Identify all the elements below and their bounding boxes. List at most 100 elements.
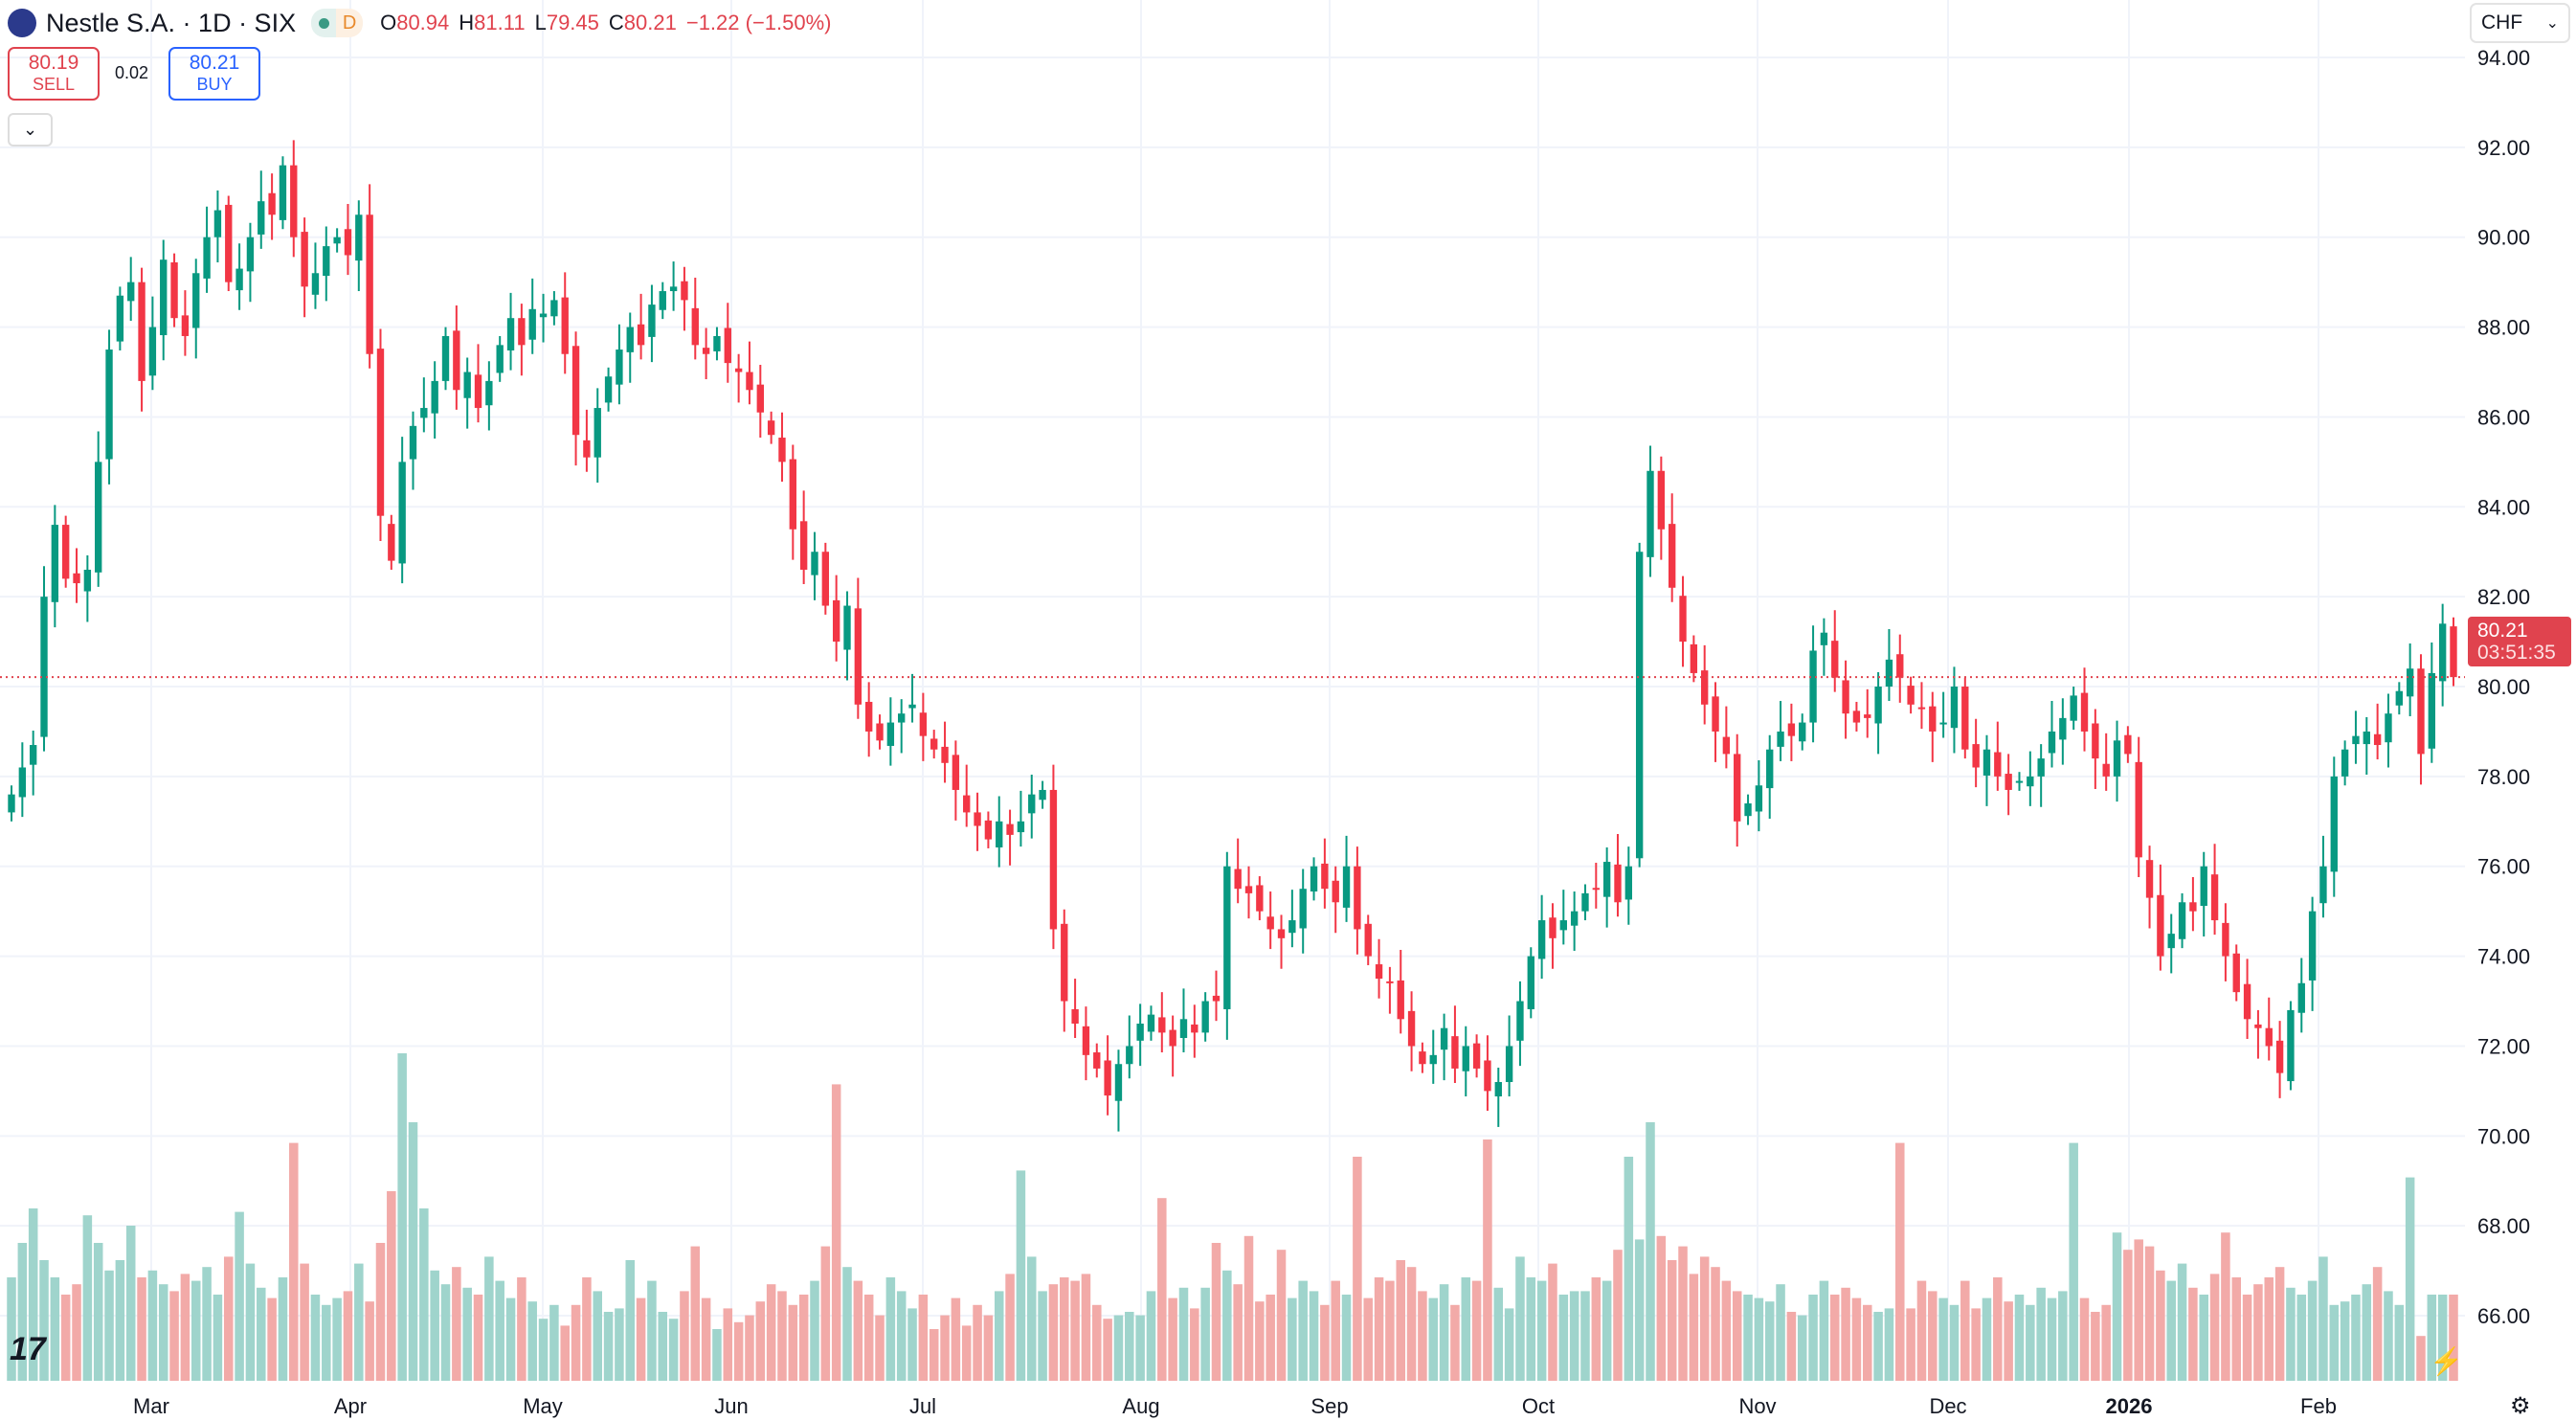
candle-body (799, 521, 808, 571)
candle-body (1994, 752, 2002, 777)
spread-value: 0.02 (115, 63, 149, 82)
volume-bar (1493, 1287, 1504, 1381)
candle-body (2178, 902, 2186, 939)
candle-body (1006, 823, 1014, 835)
volume-bar (885, 1277, 896, 1381)
candle-body (2059, 717, 2067, 740)
candle-body (1179, 1019, 1188, 1039)
price-tick-label: 84.00 (2477, 495, 2530, 519)
candle-body (2406, 668, 2414, 697)
volume-bar (1428, 1297, 1439, 1381)
candle-body (864, 701, 873, 732)
candle-body (83, 570, 92, 592)
candle-body (1614, 864, 1622, 903)
candle-body (2102, 763, 2110, 777)
candle-body (1310, 866, 1318, 892)
price-tick-label: 70.00 (2477, 1124, 2530, 1148)
volume-bar (2026, 1304, 2035, 1381)
volume-bar (582, 1277, 592, 1381)
candle-body (2341, 749, 2349, 777)
candle-body (1570, 911, 1579, 926)
volume-bar (2014, 1295, 2025, 1381)
price-tick-label: 76.00 (2477, 855, 2530, 879)
volume-bar (1634, 1239, 1645, 1381)
volume-bar (1841, 1287, 1850, 1381)
candle-body (279, 165, 287, 220)
volume-bar (1331, 1280, 1340, 1381)
volume-bar (505, 1297, 516, 1381)
volume-bar (1461, 1277, 1471, 1381)
candle-body (1147, 1014, 1155, 1032)
time-tick-label: Jul (909, 1394, 936, 1418)
candle-body (1668, 524, 1676, 588)
candle-body (2037, 758, 2045, 777)
candle-body (1755, 785, 1763, 812)
candle-body (963, 795, 971, 813)
candle-body (1885, 659, 1893, 688)
sell-button[interactable]: 80.19 SELL (8, 47, 100, 101)
symbol-title[interactable]: Nestle S.A. · 1D · SIX (46, 8, 297, 37)
collapse-legend-button[interactable]: ⌄ (8, 113, 53, 147)
candle-body (1820, 632, 1828, 645)
volume-bar (1168, 1297, 1177, 1381)
settings-icon[interactable]: ⚙ (2510, 1393, 2531, 1419)
time-tick-label: Oct (1522, 1394, 1555, 1418)
volume-bar (1613, 1250, 1623, 1381)
last-price-label: 80.21 03:51:35 (2468, 617, 2571, 666)
volume-bar (1862, 1304, 1872, 1381)
candle-body (1256, 885, 1264, 912)
candle-body (637, 324, 645, 346)
volume-bar (940, 1315, 950, 1381)
volume-bar (1699, 1256, 1710, 1381)
price-tick-label: 66.00 (2477, 1304, 2530, 1328)
volume-bar (517, 1277, 526, 1381)
volume-bar (1200, 1287, 1210, 1381)
volume-bar (538, 1319, 549, 1381)
candle-body (1712, 696, 1719, 732)
candle-body (116, 295, 124, 342)
close-value: 80.21 (623, 11, 677, 34)
candle-body (2287, 1009, 2295, 1082)
market-status-badge[interactable]: D (311, 9, 364, 37)
candle-body (789, 459, 797, 530)
volume-bar (2351, 1295, 2361, 1381)
candle-body (1982, 749, 1991, 776)
candle-body (225, 204, 233, 282)
volume-bar (1938, 1297, 1948, 1381)
volume-bar (1146, 1291, 1156, 1381)
volume-bar (1016, 1170, 1026, 1381)
tradingview-logo-icon[interactable]: 17 (10, 1331, 46, 1367)
currency-select[interactable]: CHF ⌄ (2470, 3, 2570, 43)
candle-body (604, 376, 613, 403)
volume-bar (853, 1280, 863, 1381)
candle-body (506, 318, 515, 350)
volume-bar (2177, 1263, 2187, 1381)
candle-body (756, 384, 764, 413)
candle-body (1950, 687, 1959, 729)
volume-bar (1038, 1291, 1047, 1381)
volume-bar (322, 1304, 331, 1381)
candle-body (778, 438, 786, 462)
price-tick-label: 90.00 (2477, 226, 2530, 250)
candle-body (1397, 980, 1404, 1020)
candle-body (1407, 1010, 1416, 1047)
volume-bar (93, 1243, 103, 1381)
candle-body (528, 308, 536, 340)
time-axis[interactable]: Mar Apr May Jun Jul Aug Sep Oct Nov Dec 2026 Feb (133, 1394, 2337, 1418)
volume-bar (1667, 1260, 1677, 1381)
candle-body (1234, 868, 1242, 890)
lightning-assistant-icon[interactable]: ⚡ (2430, 1346, 2463, 1376)
volume-bar (495, 1280, 504, 1381)
candle-body (2308, 911, 2317, 981)
buy-button[interactable]: 80.21 BUY (168, 47, 260, 101)
price-axis[interactable]: 94.00 92.00 90.00 88.00 86.00 84.00 82.00 80.00… (2477, 46, 2530, 1328)
volume-bar (1103, 1319, 1112, 1381)
candle-body (2092, 723, 2099, 759)
candle-body (1766, 749, 1774, 789)
volume-bar (147, 1270, 158, 1381)
candle-body (1462, 1046, 1469, 1071)
low-value: 79.45 (546, 11, 599, 34)
volume-bar (1005, 1274, 1015, 1381)
volume-bar (1353, 1157, 1362, 1381)
